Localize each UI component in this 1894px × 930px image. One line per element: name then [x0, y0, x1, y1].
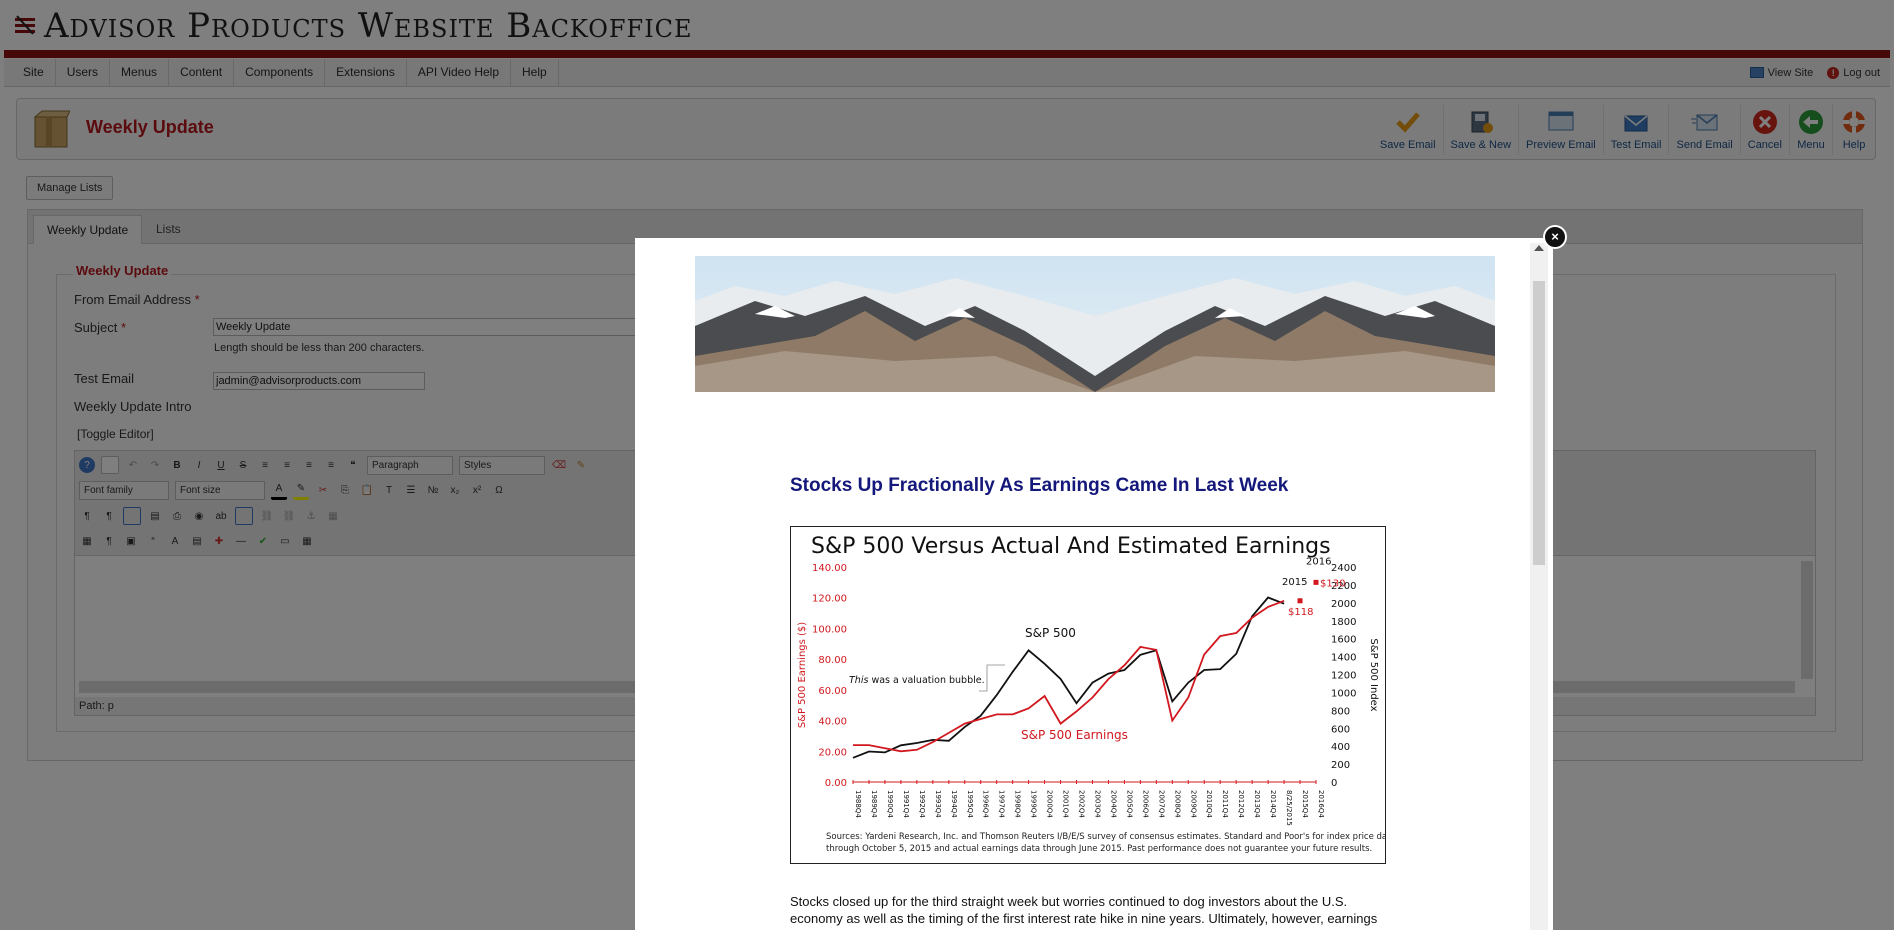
- right-tick-label: 1400: [1331, 653, 1356, 664]
- x-tick-label: 2009Q4: [1189, 790, 1197, 818]
- x-tick-label: 2014Q4: [1269, 790, 1277, 818]
- estimate-marker-2016: [1313, 579, 1319, 585]
- x-tick-label: 2011Q4: [1221, 790, 1229, 818]
- earnings-series-label: S&P 500 Earnings: [1021, 728, 1128, 742]
- x-tick-label: 2006Q4: [1141, 790, 1149, 818]
- x-tick-label: 2003Q4: [1093, 790, 1101, 818]
- preview-modal: Stocks Up Fractionally As Earnings Came …: [635, 238, 1553, 930]
- right-tick-label: 400: [1331, 742, 1350, 753]
- estimate-marker-2015: [1297, 598, 1303, 604]
- newsletter-headline: Stocks Up Fractionally As Earnings Came …: [790, 475, 1289, 496]
- right-tick-label: 2400: [1331, 563, 1356, 574]
- left-tick-label: 100.00: [812, 624, 847, 635]
- left-tick-label: 80.00: [818, 655, 847, 666]
- right-tick-label: 800: [1331, 706, 1350, 717]
- left-tick-label: 0.00: [825, 778, 847, 789]
- right-tick-label: 1600: [1331, 635, 1356, 646]
- chart-title: S&P 500 Versus Actual And Estimated Earn…: [811, 534, 1331, 559]
- newsletter-body-text: Stocks closed up for the third straight …: [790, 894, 1378, 930]
- left-tick-label: 40.00: [818, 717, 847, 728]
- x-tick-label: 2007Q4: [1157, 790, 1165, 818]
- series-line-sp500: [852, 596, 1285, 759]
- x-tick-label: 1996Q4: [982, 790, 990, 818]
- scroll-up-icon[interactable]: [1534, 245, 1544, 251]
- right-tick-label: 200: [1331, 760, 1350, 771]
- chart-source-line-1: Sources: Yardeni Research, Inc. and Thom…: [826, 832, 1385, 842]
- left-tick-label: 60.00: [818, 686, 847, 697]
- x-tick-label: 2008Q4: [1173, 790, 1181, 818]
- modal-scroll-thumb[interactable]: [1533, 281, 1545, 565]
- x-tick-label: 8/25/2015: [1285, 790, 1293, 826]
- x-tick-label: 2000Q4: [1046, 790, 1054, 818]
- x-tick-label: 1990Q4: [886, 790, 894, 818]
- estimate-value-label: $130: [1320, 578, 1345, 589]
- right-tick-label: 0: [1331, 778, 1337, 789]
- x-tick-label: 1989Q4: [870, 790, 878, 818]
- x-tick-label: 2004Q4: [1109, 790, 1117, 818]
- x-tick-label: 1999Q4: [1030, 790, 1038, 818]
- earnings-chart: S&P 500 Versus Actual And Estimated Earn…: [790, 526, 1396, 864]
- sp500-series-label: S&P 500: [1025, 626, 1076, 640]
- x-tick-label: 2001Q4: [1062, 790, 1070, 818]
- x-tick-label: 1994Q4: [950, 790, 958, 818]
- x-tick-label: 2013Q4: [1253, 790, 1261, 818]
- chart-source-line-2: through October 5, 2015 and actual earni…: [826, 844, 1372, 854]
- right-tick-label: 2000: [1331, 599, 1356, 610]
- series-line-earnings: [853, 599, 1285, 753]
- bubble-annotation: This was a valuation bubble.: [849, 675, 985, 686]
- x-tick-label: 2015Q4: [1301, 790, 1309, 818]
- close-modal-button[interactable]: ×: [1543, 225, 1567, 249]
- left-tick-label: 20.00: [818, 747, 847, 758]
- x-tick-label: 2005Q4: [1125, 790, 1133, 818]
- right-axis-label: S&P 500 Index: [1368, 638, 1379, 711]
- right-tick-label: 600: [1331, 724, 1350, 735]
- x-tick-label: 1998Q4: [1014, 790, 1022, 818]
- x-tick-label: 2010Q4: [1205, 790, 1213, 818]
- x-tick-label: 1988Q4: [854, 790, 862, 818]
- x-tick-label: 1995Q4: [966, 790, 974, 818]
- x-tick-label: 2016Q4: [1317, 790, 1325, 818]
- right-tick-label: 2200: [1331, 581, 1356, 592]
- x-tick-label: 2002Q4: [1078, 790, 1086, 818]
- x-tick-label: 1991Q4: [902, 790, 910, 818]
- mountain-banner-image: [695, 256, 1495, 392]
- left-tick-label: 140.00: [812, 563, 847, 574]
- x-tick-label: 1997Q4: [998, 790, 1006, 818]
- estimate-year-label: 2015: [1282, 577, 1307, 588]
- right-tick-label: 1200: [1331, 671, 1356, 682]
- left-axis-label: S&P 500 Earnings ($): [797, 622, 808, 728]
- right-tick-label: 1000: [1331, 688, 1356, 699]
- x-tick-label: 1993Q4: [934, 790, 942, 818]
- x-tick-label: 1992Q4: [918, 790, 926, 818]
- x-tick-label: 2012Q4: [1237, 790, 1245, 818]
- estimate-value-label: $118: [1288, 607, 1313, 618]
- estimate-year-label: 2016: [1306, 556, 1331, 567]
- modal-scrollbar[interactable]: [1530, 243, 1548, 930]
- right-tick-label: 1800: [1331, 617, 1356, 628]
- chart-svg: S&P 500 Versus Actual And Estimated Earn…: [797, 534, 1396, 854]
- bubble-annotation-leader: [979, 664, 1005, 692]
- left-tick-label: 120.00: [812, 594, 847, 605]
